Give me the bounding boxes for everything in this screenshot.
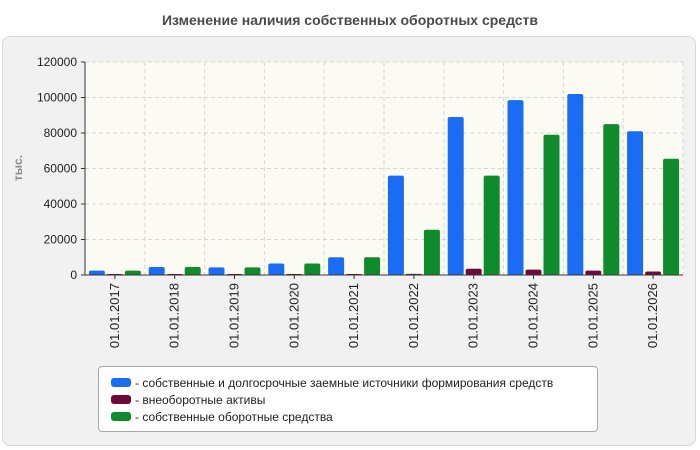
bar-3 — [244, 267, 261, 275]
bar-1 — [148, 267, 165, 275]
bar-3 — [423, 229, 440, 275]
chart-title: Изменение наличия собственных оборотных … — [161, 12, 539, 28]
y-axis-label: тыс. — [11, 155, 25, 181]
x-tick-label: 01.01.2021 — [346, 283, 361, 348]
x-tick-label: 01.01.2024 — [526, 283, 541, 348]
bar-1 — [627, 131, 644, 275]
y-tick-label: 100000 — [37, 91, 77, 105]
x-tick-label: 01.01.2020 — [286, 283, 301, 348]
x-tick-label: 01.01.2022 — [406, 283, 421, 348]
x-tick-label: 01.01.2023 — [466, 283, 481, 348]
bar-3 — [184, 267, 201, 275]
legend-label: - собственные оборотные средства — [135, 409, 333, 424]
bar-2 — [585, 270, 602, 275]
bar-3 — [543, 134, 560, 275]
y-tick-label: 20000 — [44, 233, 78, 247]
x-tick-label: 01.01.2019 — [227, 283, 242, 348]
bar-3 — [304, 263, 321, 275]
x-tick-label: 01.01.2017 — [107, 283, 122, 348]
x-tick-label: 01.01.2018 — [167, 283, 182, 348]
bar-1 — [88, 270, 105, 275]
legend-item: - собственные и долгосрочные заемные ист… — [111, 374, 587, 391]
y-tick-label: 80000 — [44, 126, 78, 140]
x-tick-label: 01.01.2025 — [585, 283, 600, 348]
bar-2 — [645, 271, 662, 275]
bar-1 — [567, 93, 584, 275]
bar-1 — [447, 117, 464, 276]
bar-3 — [124, 270, 141, 275]
chart-legend: - собственные и долгосрочные заемные ист… — [98, 366, 598, 432]
legend-item: - внеоборотные активы — [111, 391, 587, 408]
legend-item: - собственные оборотные средства — [111, 408, 587, 425]
y-tick-label: 60000 — [44, 162, 78, 176]
legend-swatch — [111, 412, 131, 421]
legend-swatch — [111, 395, 131, 404]
bar-2 — [465, 268, 482, 275]
y-tick-label: 120000 — [37, 55, 77, 69]
bar-1 — [387, 175, 404, 275]
y-tick-label: 0 — [70, 268, 77, 282]
legend-swatch — [111, 378, 131, 387]
bar-3 — [483, 175, 500, 275]
legend-label: - внеоборотные активы — [135, 392, 266, 407]
bar-3 — [364, 257, 381, 275]
bar-1 — [268, 263, 285, 275]
bar-3 — [663, 158, 680, 275]
bar-1 — [328, 257, 345, 275]
bar-1 — [507, 100, 524, 275]
bar-3 — [603, 124, 620, 275]
bar-2 — [525, 269, 542, 275]
bar-1 — [208, 267, 225, 275]
x-tick-label: 01.01.2026 — [645, 283, 660, 348]
y-tick-label: 40000 — [44, 197, 78, 211]
legend-label: - собственные и долгосрочные заемные ист… — [135, 375, 554, 390]
